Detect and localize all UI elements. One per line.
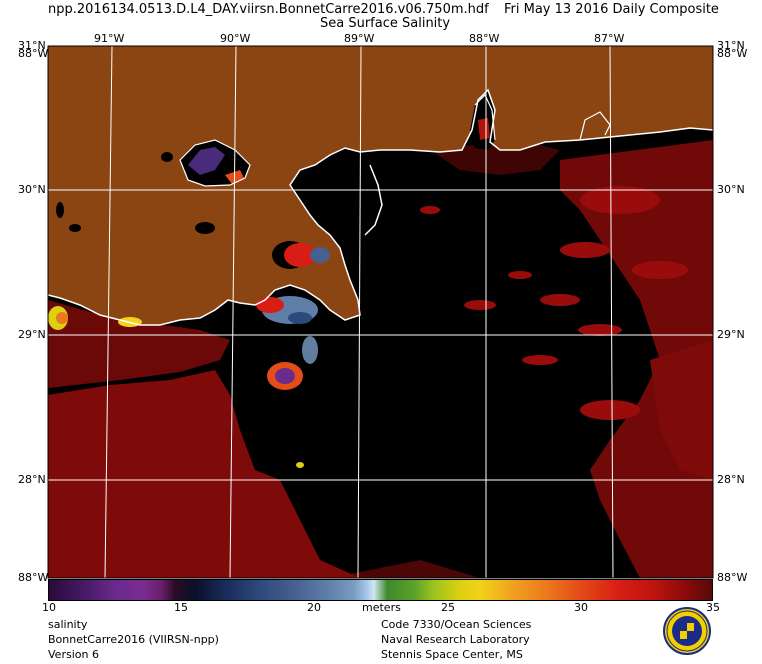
colorbar-units: meters xyxy=(362,601,401,614)
lat-label-28n-left: 28°N xyxy=(18,473,46,486)
lon-label-90w: 90°W xyxy=(220,32,251,45)
footer-version: Version 6 xyxy=(48,648,99,661)
lake-pontchartrain-color xyxy=(188,147,225,175)
filename-label: npp.2016134.0513.D.L4_DAY.viirsn.BonnetC… xyxy=(48,2,489,17)
land-area xyxy=(48,46,713,325)
salinity-colorbar xyxy=(48,579,713,601)
lon-label-91w: 91°W xyxy=(94,32,125,45)
nrl-seal-logo xyxy=(663,607,711,655)
footer-region: BonnetCarre2016 (VIIRSN-npp) xyxy=(48,633,219,646)
lat-label-29n-left: 29°N xyxy=(18,328,46,341)
footer-location: Stennis Space Center, MS xyxy=(381,648,523,661)
colorbar-tick-25: 25 xyxy=(441,601,455,614)
lat-label-30n-right: 30°N xyxy=(717,183,745,196)
corner-label-bottom-left: 88°W xyxy=(18,571,49,584)
colorbar-tick-20: 20 xyxy=(307,601,321,614)
footer-product-name: salinity xyxy=(48,618,88,631)
colorbar-tick-15: 15 xyxy=(174,601,188,614)
lon-label-89w: 89°W xyxy=(344,32,375,45)
corner-label-top-left-lat: 31°N xyxy=(18,39,46,52)
colorbar-tick-30: 30 xyxy=(574,601,588,614)
colorbar-tick-10: 10 xyxy=(42,601,56,614)
corner-label-top-right-lon: 88°W xyxy=(717,47,748,60)
lat-label-29n-right: 29°N xyxy=(717,328,745,341)
lon-label-87w: 87°W xyxy=(594,32,625,45)
footer-code: Code 7330/Ocean Sciences xyxy=(381,618,532,631)
corner-label-top-left-lon: 88°W xyxy=(18,47,49,60)
colorbar-tick-35: 35 xyxy=(706,601,720,614)
lat-label-30n-left: 30°N xyxy=(18,183,46,196)
high-salinity-region xyxy=(48,140,713,578)
scattered-salinity-patches xyxy=(420,186,688,420)
graticule xyxy=(48,46,713,578)
corner-label-top-right-lat: 31°N xyxy=(717,39,745,52)
corner-label-bottom-right: 88°W xyxy=(717,571,748,584)
footer-org: Naval Research Laboratory xyxy=(381,633,530,646)
product-title: Sea Surface Salinity xyxy=(320,16,451,31)
date-label: Fri May 13 2016 Daily Composite xyxy=(504,2,719,17)
lat-label-28n-right: 28°N xyxy=(717,473,745,486)
coastline xyxy=(48,88,713,326)
lon-label-88w: 88°W xyxy=(469,32,500,45)
river-plume xyxy=(48,243,330,468)
